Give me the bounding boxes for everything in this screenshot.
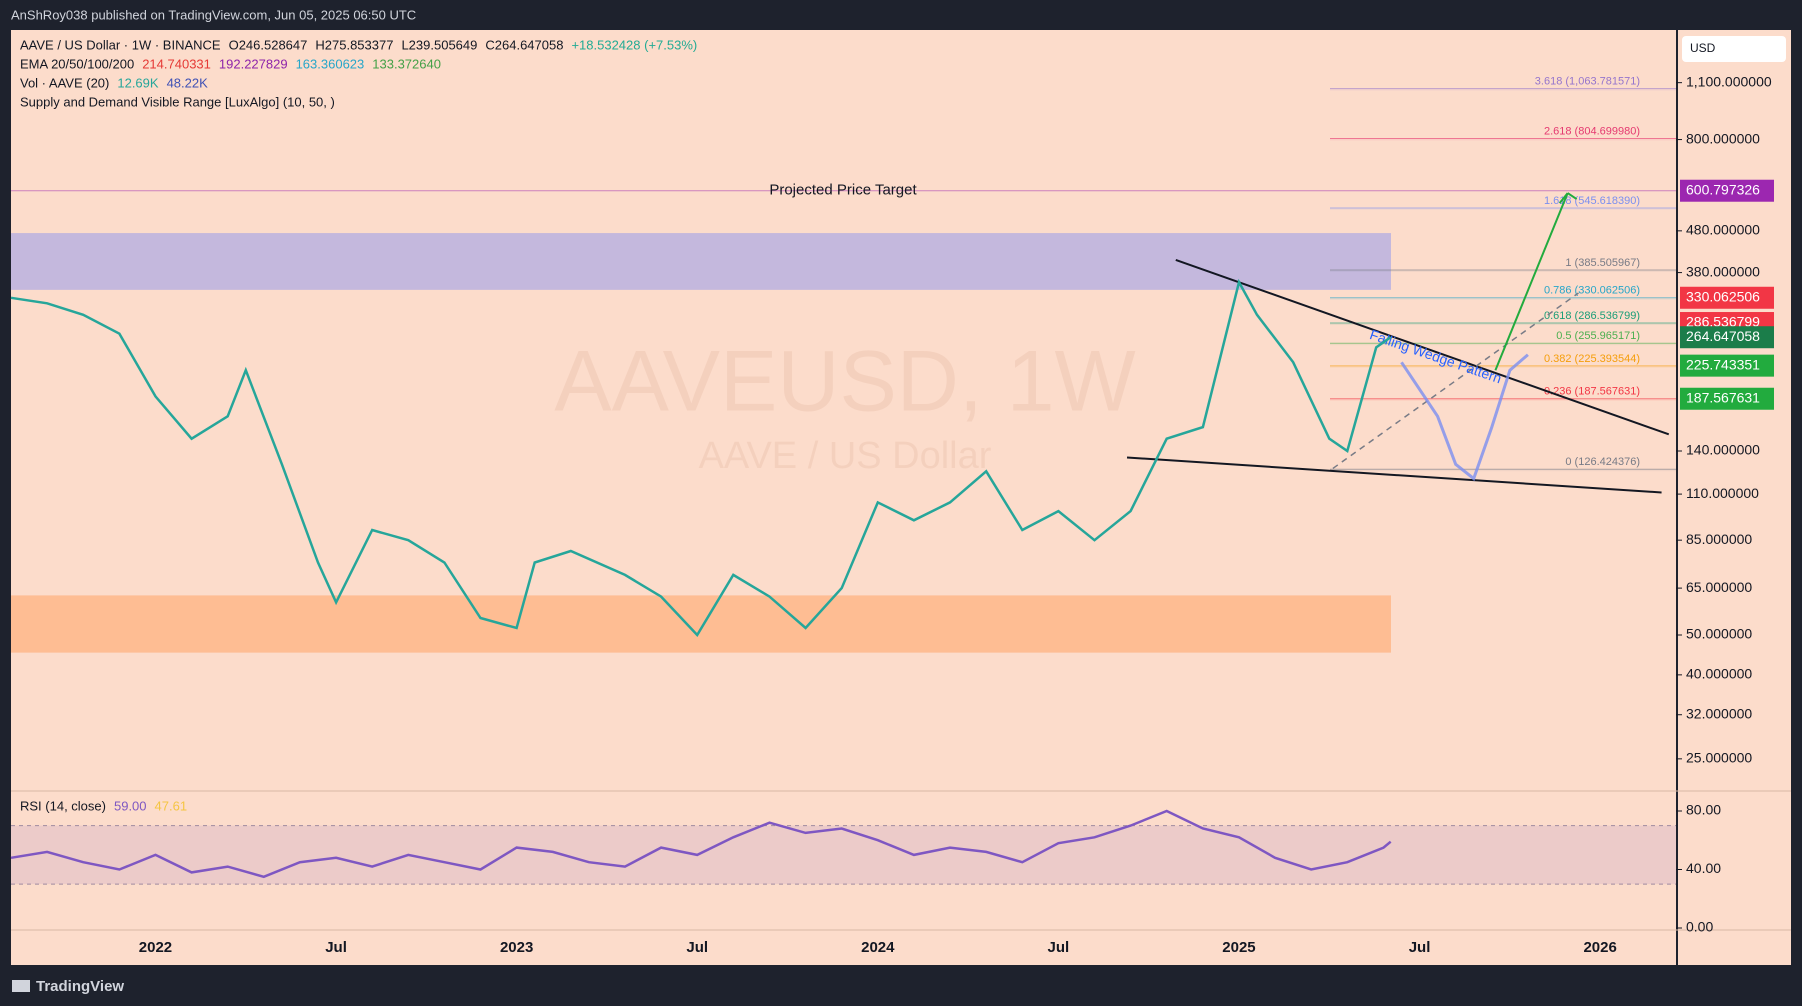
fib-label: 0.382 (225.393544) [1544, 353, 1640, 365]
rsi-tick-label: 40.00 [1686, 860, 1721, 876]
x-tick-label: Jul [1048, 939, 1070, 956]
x-tick-label: 2022 [139, 939, 172, 956]
legend-ema-value: 192.227829 [219, 56, 288, 71]
legend-vol-value: 48.22K [167, 75, 209, 90]
fib-label: 0 (126.424376) [1565, 456, 1640, 468]
legend-ema: EMA 20/50/100/200 [20, 56, 134, 71]
x-tick-label: Jul [325, 939, 347, 956]
price-badge-label: 286.536799 [1686, 314, 1760, 330]
legend-ohlc: O246.528647 [229, 37, 308, 52]
wedge-line [1175, 258, 1670, 436]
fib-band [1330, 469, 1676, 472]
fib-label: 0.5 (255.965171) [1556, 330, 1640, 342]
legend-ema-value: 163.360623 [296, 56, 365, 71]
legend-ema-value: 133.372640 [372, 56, 441, 71]
y-tick-label: 32.000000 [1686, 705, 1752, 721]
target-label: Projected Price Target [769, 182, 917, 199]
legend-vol: Vol · AAVE (20) [20, 75, 109, 90]
price-badge [1680, 286, 1774, 309]
x-tick-label: 2025 [1222, 939, 1255, 956]
currency[interactable]: USD [1690, 41, 1716, 55]
legend-indicator: Supply and Demand Visible Range [LuxAlgo… [20, 94, 335, 109]
currency-button[interactable] [1682, 36, 1786, 62]
y-tick-label: 140.000000 [1686, 442, 1760, 458]
pane [11, 30, 1676, 965]
fib-band [1330, 297, 1676, 300]
price-badge [1680, 387, 1774, 410]
rsi-tick-label: 0.00 [1686, 919, 1713, 935]
brand-logo [12, 980, 30, 992]
legend-ohlc: L239.505649 [401, 37, 477, 52]
fib-label: 0.236 (187.567631) [1544, 386, 1640, 398]
fib-band [1330, 343, 1676, 346]
fib-band [1330, 323, 1676, 326]
legend-vol-value: 12.69K [117, 75, 159, 90]
projection-line [1400, 353, 1529, 482]
price-badge [1680, 354, 1774, 377]
legend-ohlc: H275.853377 [315, 37, 393, 52]
fib-band [1330, 270, 1676, 273]
target-arrow [1494, 192, 1569, 371]
y-tick-label: 480.000000 [1686, 222, 1760, 238]
series-line [10, 809, 1392, 879]
series-line [10, 278, 1392, 638]
price-badge [1680, 179, 1774, 202]
price-badge-label: 225.743351 [1686, 356, 1760, 372]
legend-ema-value: 214.740331 [142, 56, 211, 71]
y-tick-label: 110.000000 [1686, 485, 1759, 501]
rsi-title: RSI (14, close) [20, 798, 106, 813]
fib-label: 1.618 (545.618390) [1544, 195, 1640, 207]
fib-band [1330, 365, 1676, 368]
supply-demand-zone [11, 233, 1391, 290]
y-tick-label: 85.000000 [1686, 531, 1752, 547]
rsi-value: 47.61 [155, 798, 188, 813]
legend-ohlc: +18.532428 (+7.53%) [571, 37, 697, 52]
y-tick-label: 380.000000 [1686, 263, 1760, 279]
fib-label: 0.618 (286.536799) [1544, 310, 1640, 322]
fib-band [1330, 207, 1676, 210]
fib-label: 1 (385.505967) [1565, 257, 1640, 269]
fib-band [1330, 138, 1676, 141]
wedge-line [1126, 456, 1662, 494]
supply-demand-zone [11, 595, 1391, 653]
y-tick-label: 25.000000 [1686, 750, 1752, 766]
x-tick-label: Jul [1409, 939, 1431, 956]
price-badge-label: 187.567631 [1686, 389, 1760, 405]
brand[interactable]: TradingView [12, 978, 124, 995]
x-tick-label: Jul [686, 939, 708, 956]
brand-name: TradingView [36, 978, 124, 995]
y-tick-label: 1,100.000000 [1686, 73, 1772, 89]
fib-band [1330, 398, 1676, 401]
legend-symbol: AAVE / US Dollar · 1W · BINANCE [20, 37, 221, 52]
price-badge-label: 264.647058 [1686, 328, 1760, 344]
price-badge [1680, 326, 1774, 349]
price-badge-label: 330.062506 [1686, 288, 1760, 304]
y-tick-label: 50.000000 [1686, 626, 1752, 642]
y-tick-label: 65.000000 [1686, 579, 1752, 595]
x-tick-label: 2023 [500, 939, 533, 956]
y-tick-label: 800.000000 [1686, 130, 1760, 146]
fib-label: 0.786 (330.062506) [1544, 285, 1640, 297]
fib-band [1330, 88, 1676, 91]
fib-label: 3.618 (1,063.781571) [1535, 76, 1640, 88]
legend-ohlc: C264.647058 [485, 37, 563, 52]
arrow-head [1558, 192, 1578, 204]
x-tick-label: 2024 [861, 939, 895, 956]
watermark-sub: AAVE / US Dollar [699, 435, 992, 477]
publisher: AnShRoy038 published on TradingView.com,… [11, 7, 416, 22]
y-tick-label: 40.000000 [1686, 666, 1752, 682]
price-badge-label: 600.797326 [1686, 181, 1760, 197]
rsi-tick-label: 80.00 [1686, 802, 1721, 818]
rsi-value: 59.00 [114, 798, 147, 813]
watermark: AAVEUSD, 1W [554, 334, 1135, 430]
rsi-band [11, 825, 1676, 885]
fib-label: 2.618 (804.699980) [1544, 125, 1640, 137]
x-tick-label: 2026 [1583, 939, 1616, 956]
